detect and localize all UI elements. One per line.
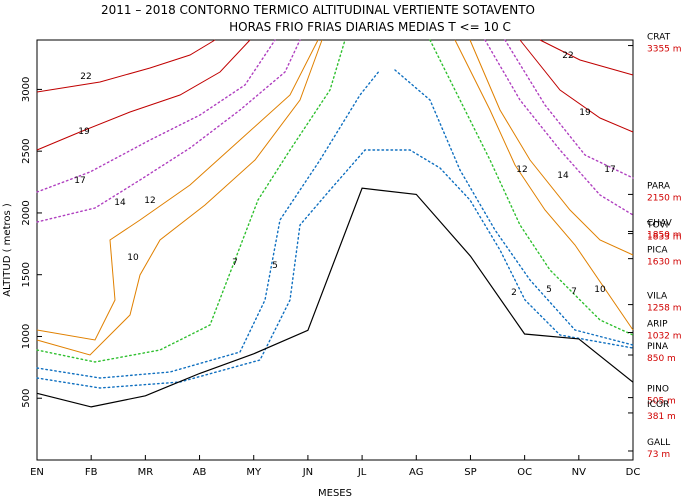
contour-label: 17: [74, 176, 85, 186]
x-tick-label: AB: [193, 467, 207, 478]
contour-label: 14: [114, 198, 126, 208]
y-tick-label: 1500: [21, 262, 32, 287]
contour-label: 2: [511, 288, 517, 298]
station-altitude: 505 m: [647, 397, 676, 407]
station-name: PICA: [647, 246, 668, 256]
y-tick-label: 2000: [21, 200, 32, 225]
x-tick-label: FB: [85, 467, 98, 478]
contour-lines: [36, 39, 634, 389]
x-tick-label: DC: [626, 467, 641, 478]
x-axis-label: MESES: [318, 488, 352, 499]
contour-line-5: [394, 69, 634, 346]
station-name: ARIP: [647, 320, 668, 330]
station-name: CHAV: [647, 218, 673, 228]
station-altitude: 1850 m: [647, 230, 682, 240]
contour-label: 12: [144, 196, 155, 206]
station-altitude: 1630 m: [647, 258, 682, 268]
station-altitude: 850 m: [647, 354, 676, 364]
station-altitude: 1032 m: [647, 332, 682, 342]
y-tick-label: 3000: [21, 77, 32, 102]
x-tick-label: MY: [246, 467, 262, 478]
contour-line-19: [519, 39, 634, 133]
x-axis: EN FB MR AB MY JN JL AG SP OC NV DC: [30, 455, 640, 478]
contour-line-17: [504, 39, 634, 179]
station-name: TOVI: [646, 221, 668, 231]
chart-subtitle: HORAS FRIO FRIAS DIARIAS MEDIAS T <= 10 …: [229, 20, 511, 34]
station-altitude: 1258 m: [647, 304, 682, 314]
y-tick-label: 500: [21, 389, 32, 408]
station-name: ICOR: [647, 400, 669, 410]
contour-line-2: [36, 149, 634, 389]
contour-label: 5: [546, 285, 552, 295]
terrain-profile-line: [36, 187, 634, 408]
contour-line-5: [36, 69, 381, 379]
x-tick-label: NV: [572, 467, 586, 478]
x-tick-label: EN: [30, 467, 44, 478]
contour-label: 19: [579, 108, 591, 118]
contour-line-12: [36, 39, 319, 341]
contour-line-10: [454, 39, 634, 331]
y-axis: 500 1000 1500 2000 2500 3000: [21, 77, 42, 408]
x-tick-label: OC: [517, 467, 532, 478]
contour-label: 12: [516, 165, 527, 175]
contour-label: 22: [80, 72, 91, 82]
station-name: CRAT: [647, 33, 671, 43]
x-tick-label: SP: [464, 467, 476, 478]
contour-line-7: [429, 39, 634, 336]
contour-label: 7: [571, 287, 577, 297]
plot-frame: [36, 39, 634, 461]
contour-label: 14: [557, 171, 569, 181]
contour-line-19: [36, 39, 251, 151]
station-name: GALL: [647, 438, 670, 448]
contour-label: 10: [127, 253, 139, 263]
station-name: PINO: [647, 385, 669, 395]
y-tick-label: 2500: [21, 138, 32, 163]
y-axis-label: ALTITUD ( metros ): [2, 203, 13, 297]
x-tick-label: JN: [302, 467, 313, 478]
station-altitude: 1833 m: [647, 233, 682, 243]
contour-label: 17: [604, 165, 615, 175]
y-tick-label: 1000: [21, 324, 32, 349]
x-tick-label: AG: [409, 467, 423, 478]
station-altitude: 3355 m: [647, 45, 682, 55]
contour-label: 19: [78, 127, 90, 137]
station-name: PARA: [647, 181, 671, 191]
contour-labels: 22 22 19 19 17 17 14 14 12 12 10 10 7 7 5 5 2: [74, 51, 615, 298]
contour-line-10: [36, 39, 323, 356]
contour-line-22: [539, 39, 634, 76]
station-altitude: 2150 m: [647, 193, 682, 203]
contour-line-12: [469, 39, 634, 256]
contour-label: 22: [562, 51, 573, 61]
station-name: VILA: [647, 292, 668, 302]
station-name: PINA: [647, 342, 669, 352]
chart-title: 2011 – 2018 CONTORNO TERMICO ALTITUDINAL…: [101, 3, 535, 17]
contour-line-22: [36, 39, 216, 93]
contour-label: 10: [594, 285, 606, 295]
contour-line-14: [36, 39, 301, 223]
contour-line-7: [36, 39, 346, 363]
x-tick-label: MR: [138, 467, 154, 478]
x-tick-label: JL: [357, 467, 367, 478]
station-altitude: 73 m: [647, 450, 670, 460]
contour-label: 7: [232, 258, 238, 268]
station-altitude: 381 m: [647, 412, 676, 422]
contour-label: 5: [272, 261, 278, 271]
contour-line-17: [36, 39, 276, 193]
contour-line-14: [484, 39, 634, 216]
